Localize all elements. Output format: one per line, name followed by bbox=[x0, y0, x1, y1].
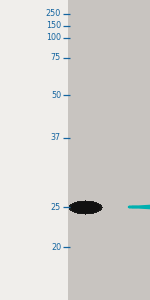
Text: 20: 20 bbox=[51, 242, 61, 251]
Text: 250: 250 bbox=[46, 10, 61, 19]
Text: 37: 37 bbox=[51, 134, 61, 142]
Text: 100: 100 bbox=[46, 34, 61, 43]
Text: 25: 25 bbox=[51, 202, 61, 211]
Text: 150: 150 bbox=[46, 22, 61, 31]
Text: 50: 50 bbox=[51, 91, 61, 100]
Text: 75: 75 bbox=[51, 53, 61, 62]
